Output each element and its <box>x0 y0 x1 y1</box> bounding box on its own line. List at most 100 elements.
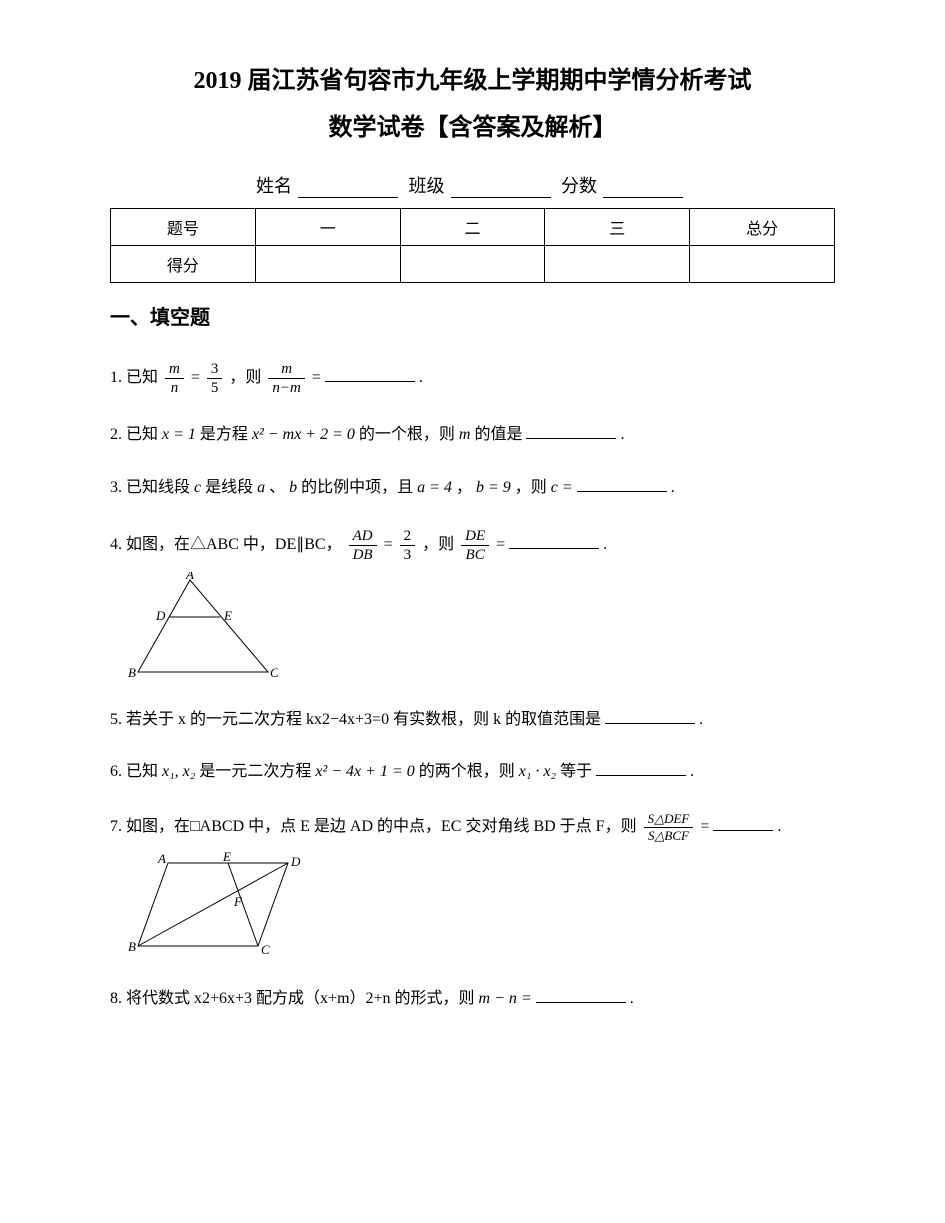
numerator: 3 <box>207 360 223 379</box>
denominator: DB <box>349 546 377 564</box>
math-expr: m − n = <box>479 990 532 1007</box>
class-blank <box>451 178 551 198</box>
text: ，则 <box>515 479 547 496</box>
label-B: B <box>128 939 136 954</box>
empty-cell <box>545 246 690 283</box>
question-6: 6. 已知 x₁, x₂ 是一元二次方程 x² − 4x + 1 = 0 的两个… <box>110 758 835 787</box>
text: 已知 <box>126 369 158 386</box>
equals: = <box>191 369 200 386</box>
denominator: BC <box>461 546 489 564</box>
fraction: 2 3 <box>400 527 416 564</box>
fraction: 3 5 <box>207 360 223 397</box>
label-A: A <box>185 572 194 582</box>
empty-cell <box>690 246 835 283</box>
score-table: 题号 一 二 三 总分 得分 <box>110 208 835 283</box>
label-C: C <box>270 665 278 680</box>
fraction: AD DB <box>349 527 377 564</box>
math-var: b <box>289 479 297 496</box>
section-heading: 一、填空题 <box>110 301 835 330</box>
text: 、 <box>269 479 285 496</box>
text: 等于 <box>560 763 592 780</box>
title-block: 2019 届江苏省句容市九年级上学期期中学情分析考试 数学试卷【含答案及解析】 <box>110 60 835 142</box>
period: . <box>603 536 607 553</box>
parallelogram-svg: A B C D E F <box>128 851 308 961</box>
math-var: a <box>257 479 265 496</box>
question-1: 1. 已知 m n = 3 5 ，则 m n−m = . <box>110 360 835 397</box>
numerator: S△DEF <box>644 811 694 828</box>
header-cell: 二 <box>400 209 545 246</box>
table-row: 得分 <box>111 246 835 283</box>
denominator: n <box>165 379 184 397</box>
math-vars: x₁, x₂ <box>162 763 195 780</box>
label-D: D <box>155 608 166 623</box>
numerator: DE <box>461 527 489 546</box>
question-number: 8. <box>110 990 122 1007</box>
table-row: 题号 一 二 三 总分 <box>111 209 835 246</box>
header-cell: 总分 <box>690 209 835 246</box>
math-expr: x² − 4x + 1 = 0 <box>315 763 414 780</box>
header-cell: 三 <box>545 209 690 246</box>
math-expr: b = 9 <box>476 479 511 496</box>
question-8: 8. 将代数式 x2+6x+3 配方成（x+m）2+n 的形式，则 m − n … <box>110 985 835 1014</box>
answer-blank <box>526 423 616 439</box>
text: 的值是 <box>474 426 522 443</box>
text: 如图，在△ABC 中，DE∥BC， <box>126 536 342 553</box>
question-number: 1. <box>110 369 122 386</box>
text: 的一个根，则 <box>359 426 455 443</box>
period: . <box>671 479 675 496</box>
row-label-cell: 得分 <box>111 246 256 283</box>
student-info-line: 姓名 班级 分数 <box>110 172 835 198</box>
equals: = <box>700 818 709 835</box>
period: . <box>777 818 781 835</box>
text: 若关于 x 的一元二次方程 kx2−4x+3=0 有实数根，则 k 的取值范围是 <box>126 711 601 728</box>
header-cell: 一 <box>255 209 400 246</box>
math-expr: x² − mx + 2 = 0 <box>252 426 355 443</box>
question-2: 2. 已知 x = 1 是方程 x² − mx + 2 = 0 的一个根，则 m… <box>110 421 835 450</box>
class-label: 班级 <box>409 176 445 196</box>
question-number: 7. <box>110 818 122 835</box>
answer-blank <box>605 708 695 724</box>
question-3: 3. 已知线段 c 是线段 a 、 b 的比例中项，且 a = 4 ， b = … <box>110 474 835 503</box>
title-line1: 2019 届江苏省句容市九年级上学期期中学情分析考试 <box>110 60 835 95</box>
math-expr: c = <box>551 479 573 496</box>
label-E: E <box>222 851 231 864</box>
score-blank <box>603 178 683 198</box>
text: 如图，在□ABCD 中，点 E 是边 AD 的中点，EC 交对角线 BD 于点 … <box>126 818 637 835</box>
math-var: m <box>459 426 471 443</box>
text: 是一元二次方程 <box>199 763 311 780</box>
equals: = <box>496 536 505 553</box>
answer-blank <box>577 476 667 492</box>
text: 的比例中项，且 <box>301 479 413 496</box>
label-A: A <box>157 851 166 866</box>
text: ，则 <box>422 536 454 553</box>
header-cell: 题号 <box>111 209 256 246</box>
question-5: 5. 若关于 x 的一元二次方程 kx2−4x+3=0 有实数根，则 k 的取值… <box>110 706 835 735</box>
math-var: c <box>194 479 201 496</box>
text: 已知线段 <box>126 479 190 496</box>
denominator: 5 <box>207 379 223 397</box>
math-expr: a = 4 <box>417 479 452 496</box>
triangle-diagram: A B C D E <box>128 572 835 682</box>
answer-blank <box>325 366 415 382</box>
fraction: m n−m <box>268 360 304 397</box>
fraction: S△DEF S△BCF <box>644 811 694 843</box>
label-D: D <box>290 854 301 869</box>
question-number: 6. <box>110 763 122 780</box>
parallelogram-diagram: A B C D E F <box>128 851 835 961</box>
name-label: 姓名 <box>256 176 292 196</box>
answer-blank <box>536 987 626 1003</box>
label-F: F <box>233 894 243 909</box>
answer-blank <box>596 760 686 776</box>
question-7: 7. 如图，在□ABCD 中，点 E 是边 AD 的中点，EC 交对角线 BD … <box>110 811 835 961</box>
denominator: S△BCF <box>644 828 694 844</box>
question-number: 2. <box>110 426 122 443</box>
text: ， <box>456 479 472 496</box>
text: 是线段 <box>205 479 253 496</box>
period: . <box>620 426 624 443</box>
triangle-svg: A B C D E <box>128 572 278 682</box>
equals: = <box>384 536 393 553</box>
text: 的两个根，则 <box>419 763 515 780</box>
answer-blank <box>713 815 773 831</box>
question-number: 3. <box>110 479 122 496</box>
label-B: B <box>128 665 136 680</box>
